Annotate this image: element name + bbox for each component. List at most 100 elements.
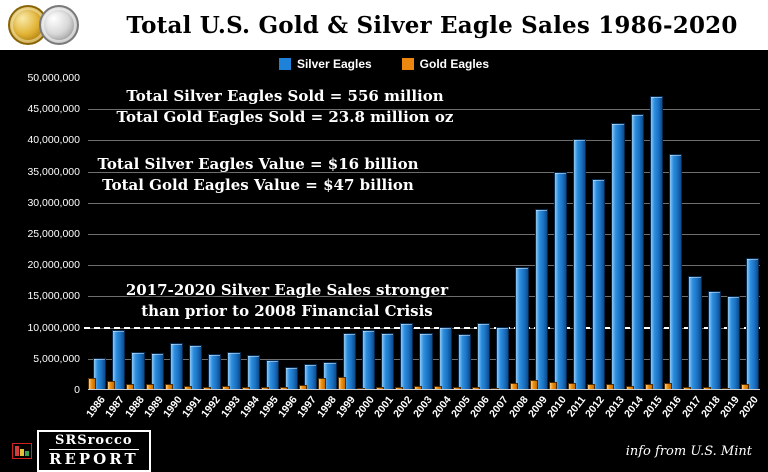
x-axis-label: 2001 — [372, 394, 397, 420]
gridline — [88, 234, 760, 235]
bar-gold-2018 — [702, 387, 711, 389]
bar-silver-2001 — [381, 332, 395, 389]
y-axis: 0 5,000,000 10,000,000 15,000,000 20,000,000… — [0, 72, 84, 396]
legend-label: Gold Eagles — [419, 57, 490, 71]
bar-group-2017 — [683, 78, 702, 389]
x-axis-label: 2011 — [564, 394, 589, 420]
y-axis-label: 50,000,000 — [27, 72, 80, 84]
bar-silver-1998 — [323, 361, 337, 389]
x-axis-label: 2002 — [391, 394, 416, 420]
page-title: Total U.S. Gold & Silver Eagle Sales 198… — [126, 11, 738, 39]
x-axis-label: 2015 — [641, 394, 665, 420]
bar-silver-1995 — [265, 360, 280, 389]
x-axis-label: 2003 — [410, 394, 435, 420]
bar-gold-2001 — [376, 387, 385, 389]
gridline — [88, 171, 760, 173]
bar-silver-2019 — [726, 296, 740, 389]
x-axis-label: 2016 — [660, 394, 685, 420]
x-axis-label: 1998 — [314, 394, 339, 420]
x-axis-label: 2004 — [429, 394, 454, 420]
bar-silver-2007 — [496, 327, 510, 389]
chart-legend: Silver Eagles Gold Eagles — [0, 54, 768, 74]
bar-group-2013 — [606, 78, 625, 389]
x-axis-label: 1999 — [333, 394, 358, 420]
bar-gold-2020 — [740, 384, 749, 389]
legend-item-gold: Gold Eagles — [401, 57, 490, 71]
bar-gold-2011 — [568, 382, 577, 389]
bar-group-2010 — [548, 78, 568, 389]
bar-gold-2015 — [644, 384, 653, 389]
bar-gold-1995 — [260, 387, 269, 389]
bar-group-2007 — [491, 78, 510, 389]
x-axis-label: 1995 — [257, 394, 281, 420]
bar-silver-2003 — [419, 332, 433, 389]
legend-item-silver: Silver Eagles — [278, 57, 372, 71]
x-axis-label: 2008 — [506, 394, 531, 420]
gridline — [88, 109, 760, 111]
logo-text: REPORT — [49, 449, 139, 468]
bar-group-1997 — [299, 78, 318, 389]
bar-silver-1988 — [131, 351, 145, 389]
bar-gold-1994 — [241, 387, 250, 389]
y-axis-label: 10,000,000 — [27, 321, 80, 334]
x-axis-label: 1990 — [160, 394, 185, 420]
annotation-line: Total Silver Eagles Value = $16 billion — [97, 155, 419, 173]
x-axis-label: 1993 — [218, 394, 243, 420]
x-axis-label: 2000 — [353, 394, 377, 420]
bar-silver-1989 — [150, 353, 164, 389]
bar-silver-1990 — [169, 343, 184, 389]
bar-gold-2002 — [395, 387, 404, 389]
bar-group-1998 — [318, 78, 337, 389]
bar-silver-1997 — [304, 364, 318, 389]
bar-silver-2004 — [438, 327, 452, 389]
chart-area: Total Silver Eagles Sold = 556 million T… — [84, 78, 760, 390]
x-axis-label: 1994 — [237, 394, 262, 420]
annotation-line: Total Gold Eagles Sold = 23.8 million oz — [116, 108, 454, 126]
bar-gold-1988 — [126, 383, 135, 389]
bar-group-1989 — [145, 78, 165, 389]
bar-silver-1986 — [93, 358, 107, 389]
bar-silver-1993 — [227, 351, 241, 389]
bar-group-2005 — [452, 78, 472, 389]
x-axis-label: 2019 — [717, 394, 742, 420]
bar-group-2019 — [721, 78, 741, 389]
bar-gold-2019 — [721, 388, 730, 389]
x-cell: 2020 — [737, 390, 761, 430]
y-axis-label: 30,000,000 — [27, 196, 80, 209]
bar-group-2015 — [644, 78, 664, 389]
gold-swatch-icon — [401, 58, 414, 70]
legend-label: Silver Eagles — [296, 57, 372, 71]
bar-silver-2009 — [534, 209, 548, 389]
bar-group-2001 — [376, 78, 395, 389]
bar-silver-1992 — [208, 354, 222, 389]
x-axis-label: 1986 — [84, 394, 109, 420]
bar-silver-1991 — [189, 345, 203, 389]
bar-gold-2014 — [625, 385, 634, 389]
bar-group-1992 — [203, 78, 222, 389]
x-axis-label: 2018 — [698, 394, 723, 420]
bar-silver-2016 — [669, 153, 683, 389]
annotation-line: Total Gold Eagles Value = $47 billion — [102, 176, 414, 194]
x-axis: 1986 1987 1988 1989 1990 1991 1992 1993 1994 1995… — [84, 390, 761, 430]
bar-group-2016 — [664, 78, 683, 389]
bar-gold-1997 — [299, 384, 308, 389]
bar-gold-1999 — [337, 376, 346, 389]
data-source-note: info from U.S. Mint — [625, 443, 752, 459]
bar-silver-1994 — [246, 354, 260, 389]
bar-group-1986 — [88, 78, 107, 389]
bar-silver-1996 — [285, 367, 299, 389]
bar-silver-1999 — [342, 333, 356, 389]
y-axis-label: 25,000,000 — [27, 228, 80, 240]
header: Total U.S. Gold & Silver Eagle Sales 198… — [0, 0, 768, 50]
x-axis-label: 2009 — [525, 394, 550, 420]
x-axis-label: 1991 — [180, 394, 205, 420]
bar-gold-1989 — [145, 383, 154, 389]
bar-gold-2000 — [356, 387, 365, 389]
annotation-total-value: Total Silver Eagles Value = $16 billion … — [88, 154, 428, 196]
x-axis-label: 2013 — [602, 394, 627, 420]
annotation-2017-2020-note: 2017-2020 Silver Eagle Sales stronger th… — [102, 280, 472, 322]
x-axis-label: 2012 — [583, 394, 608, 420]
bar-gold-2009 — [529, 380, 538, 389]
bar-gold-1987 — [107, 381, 116, 389]
